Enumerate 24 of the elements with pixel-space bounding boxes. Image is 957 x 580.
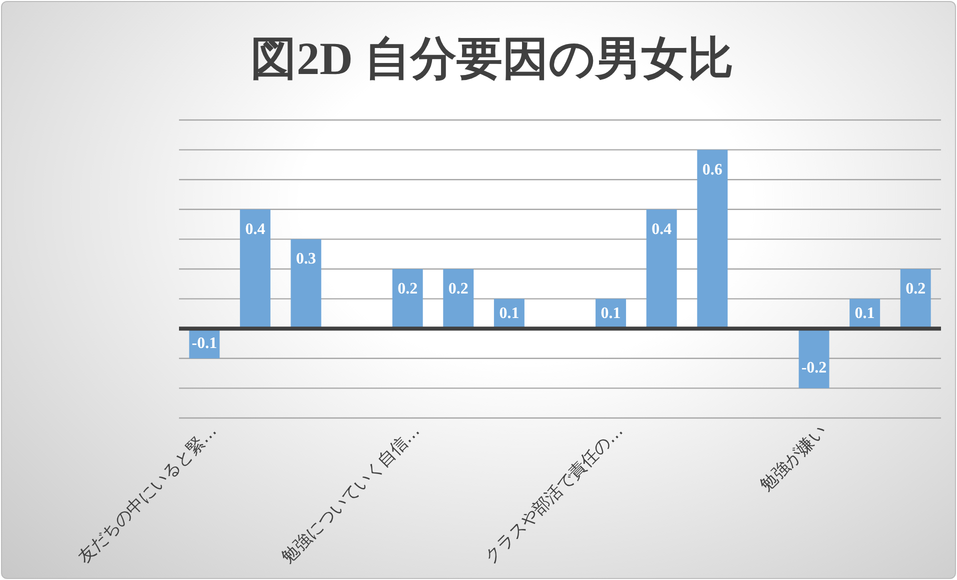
- data-label: 0.2: [906, 280, 926, 298]
- data-label: 0.2: [448, 280, 468, 298]
- data-label: 0.1: [854, 305, 875, 322]
- data-label: 0.1: [499, 305, 520, 322]
- x-tick-label: 勉強についていく自信…: [278, 421, 424, 568]
- data-label: -0.1: [192, 335, 218, 352]
- data-label: 0.3: [296, 250, 316, 268]
- bar: [443, 269, 474, 329]
- chart-title: 図2D 自分要因の男女比: [250, 33, 734, 84]
- data-label: 0.4: [245, 220, 266, 238]
- x-tick-label: 友だちの中にいると緊…: [74, 421, 221, 568]
- bar: [646, 209, 677, 329]
- data-label: 0.4: [652, 220, 672, 238]
- bar: [392, 269, 423, 329]
- data-label: 0.1: [600, 305, 621, 322]
- bar: [240, 209, 270, 329]
- x-tick-label: 勉強が嫌い: [756, 421, 830, 496]
- data-label: -0.2: [801, 360, 827, 377]
- bar: [900, 269, 931, 329]
- bar: [290, 239, 322, 329]
- data-label: 0.6: [702, 161, 722, 178]
- x-tick-label: クラスや部活で責任の…: [480, 421, 628, 568]
- bar: [697, 150, 728, 329]
- data-label: 0.2: [398, 280, 418, 298]
